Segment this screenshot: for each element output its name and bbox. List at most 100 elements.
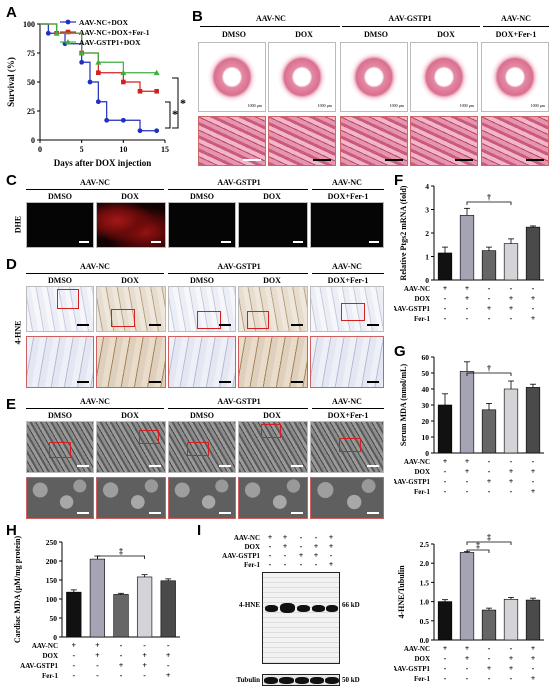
data-point <box>153 69 160 76</box>
panel-label-g: G <box>394 343 406 360</box>
condition-label: DOX <box>414 655 430 663</box>
significance-bracket <box>466 372 512 376</box>
tem-image <box>96 421 166 473</box>
condition-sign: - <box>444 664 447 673</box>
y-tick-label: 0 <box>53 633 57 642</box>
scale-bar <box>526 159 544 161</box>
tem-magnified <box>238 477 308 519</box>
y-tick-label: 100 <box>46 595 58 604</box>
row-label-dhe: DHE <box>13 215 23 234</box>
condition-sign: - <box>72 661 75 670</box>
condition-sign: + <box>531 314 536 323</box>
blot-condition-sign: + <box>328 560 334 569</box>
condition-sign: - <box>143 671 146 680</box>
scale-bar <box>77 465 89 467</box>
condition-sign: - <box>488 467 491 476</box>
scale-bar-label: 1000 µm <box>459 103 474 108</box>
y-tick-label: 10 <box>422 433 430 442</box>
condition-sign: + <box>465 654 470 663</box>
header-dmso: DMSO <box>48 192 72 201</box>
significance-bracket <box>466 549 490 553</box>
tem-image <box>26 421 94 473</box>
blot-condition-sign: - <box>299 560 303 569</box>
header-line <box>168 273 308 274</box>
data-point <box>87 79 93 85</box>
condition-label: AAV-GSTP1 <box>20 662 58 670</box>
header-dox: DOX <box>437 30 455 39</box>
y-tick-label: 0 <box>31 136 35 145</box>
panel-label-b: B <box>192 8 203 25</box>
tem-image <box>168 421 236 473</box>
scale-bar <box>367 465 379 467</box>
header-line <box>168 189 308 190</box>
condition-sign: - <box>532 664 535 673</box>
y-tick-label: 2 <box>425 229 429 238</box>
blot-condition-sign: - <box>299 542 303 551</box>
scale-bar-label: 1000 µm <box>530 103 545 108</box>
scale-bar <box>291 381 303 383</box>
scale-bar <box>149 512 161 514</box>
significance-bracket <box>97 555 145 559</box>
scale-bar-label: 1000 µm <box>247 103 262 108</box>
scale-bar-label: 1000 µm <box>317 103 332 108</box>
condition-sign: - <box>466 487 469 496</box>
zoom-region-box <box>341 303 365 321</box>
condition-sign: + <box>443 457 448 466</box>
header-line <box>168 408 308 409</box>
condition-label: DOX <box>42 652 58 660</box>
blot-mw-50kd: 50 kD <box>342 676 360 684</box>
x-tick-label: 10 <box>119 145 127 154</box>
x-tick-label: 0 <box>38 145 42 154</box>
y-tick-label: 50 <box>50 614 58 623</box>
scale-bar <box>367 381 379 383</box>
scale-bar <box>385 159 403 161</box>
condition-sign: + <box>465 294 470 303</box>
y-tick-label: 30 <box>422 401 430 410</box>
panel-label-c: C <box>6 172 17 189</box>
x-tick-label: 5 <box>80 145 84 154</box>
condition-sign: - <box>510 457 513 466</box>
condition-sign: - <box>510 487 513 496</box>
y-tick-label: 2.0 <box>420 559 430 568</box>
header-line <box>26 273 164 274</box>
header-aav-gstp1: AAV-GSTP1 <box>388 14 432 23</box>
condition-sign: + <box>465 284 470 293</box>
bar <box>113 594 129 638</box>
blot-band <box>310 677 324 684</box>
scale-bar <box>291 324 303 326</box>
condition-sign: - <box>488 314 491 323</box>
he-magnified-section <box>340 116 408 166</box>
condition-sign: - <box>444 674 447 683</box>
condition-sign: - <box>72 651 75 660</box>
he-magnified-section <box>268 116 336 166</box>
condition-sign: + <box>531 294 536 303</box>
cond-label-aav-gstp1: AAV-GSTP1 <box>222 552 260 560</box>
condition-label: AAV-GSTP1 <box>394 305 430 313</box>
condition-sign: - <box>444 487 447 496</box>
data-point <box>95 59 102 65</box>
header-dox-fer1: DOX+Fer-1 <box>327 276 369 285</box>
scale-bar <box>219 324 231 326</box>
condition-sign: + <box>465 467 470 476</box>
bar <box>66 591 82 638</box>
condition-sign: - <box>444 467 447 476</box>
condition-sign: - <box>167 641 170 650</box>
significance-bracket <box>172 77 179 129</box>
data-point <box>154 128 160 134</box>
condition-sign: + <box>531 487 536 496</box>
condition-sign: - <box>444 477 447 486</box>
blot-band <box>326 605 338 612</box>
blot-band <box>264 677 278 684</box>
scale-bar <box>79 241 89 243</box>
condition-sign: - <box>466 664 469 673</box>
scale-bar <box>293 241 303 243</box>
header-dmso: DMSO <box>364 30 388 39</box>
condition-sign: + <box>465 644 470 653</box>
blot-band <box>265 605 278 612</box>
condition-label: AAV-NC <box>404 458 430 466</box>
header-dmso: DMSO <box>190 276 214 285</box>
dhe-image <box>310 202 384 248</box>
condition-sign: - <box>444 654 447 663</box>
